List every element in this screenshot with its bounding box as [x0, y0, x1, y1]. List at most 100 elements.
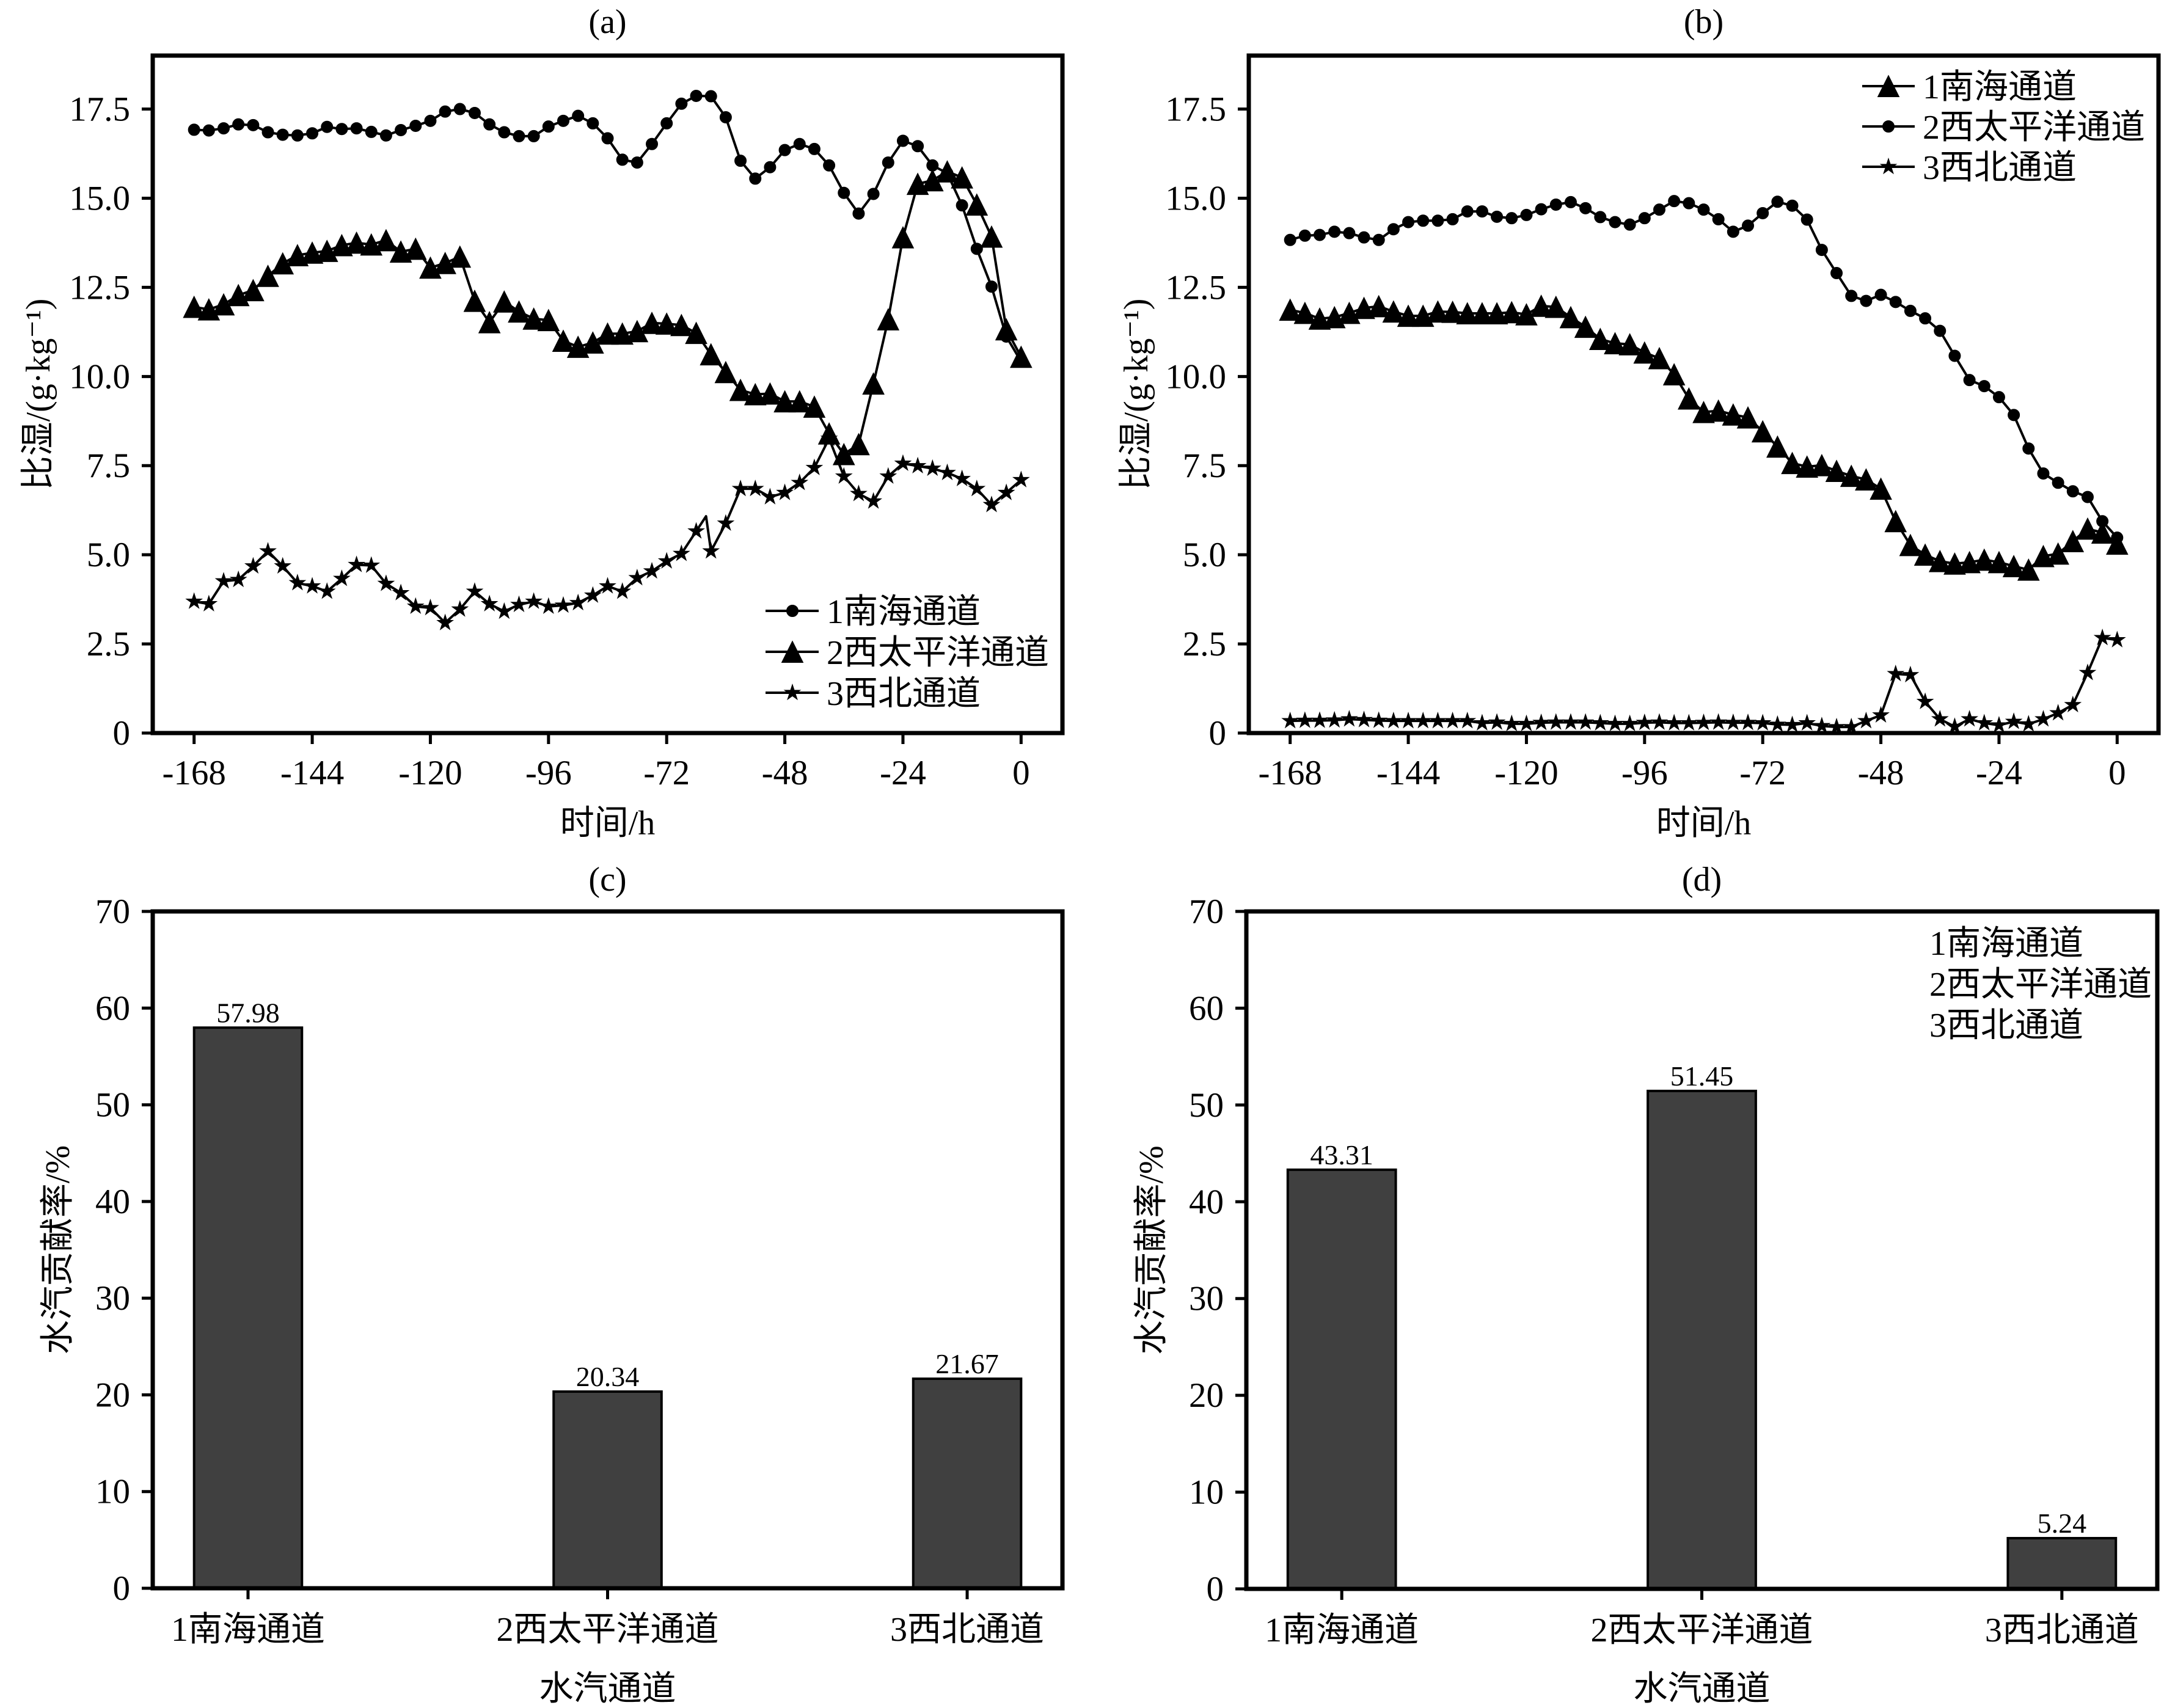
panel-d-ytick-label: 70 — [1189, 892, 1224, 931]
panel-a-xtick-label: -120 — [398, 754, 462, 792]
panel-a-series-3-point — [702, 542, 720, 559]
panel-a-series-2-point — [552, 329, 575, 352]
panel-b-ytick-label: 10.0 — [1165, 357, 1226, 396]
panel-b-series-2-point — [1314, 228, 1326, 241]
panel-a-series-1-point — [778, 144, 791, 156]
panel-b-legend-label: 1南海通道 — [1923, 68, 2077, 106]
panel-a-series-1-point — [261, 126, 274, 139]
panel-a-series-1-point — [232, 118, 245, 131]
panel-b-series-1-point — [1279, 298, 1301, 321]
panel-a-series-3-point — [894, 454, 912, 471]
panel-a-series-3-point — [1012, 470, 1030, 487]
panel-a-series-1-point — [587, 117, 599, 130]
panel-a-series-3-point — [244, 557, 262, 574]
panel-b-series-3-point — [1296, 711, 1314, 728]
panel-a-series-2-point — [847, 432, 870, 456]
panel-b-series-2-point — [1461, 205, 1474, 218]
panel-b-series-1-point — [1648, 346, 1671, 370]
panel-b-series-2-point — [1564, 195, 1577, 208]
panel-a-series-2-point — [877, 308, 900, 330]
panel-a-series-1-point — [291, 129, 304, 142]
panel-a-series-3-point — [583, 586, 602, 603]
panel-b-series-1-point — [1766, 435, 1789, 458]
panel-a-series-3-point — [628, 568, 646, 586]
panel-a-series-2-point — [492, 290, 516, 313]
panel-a-legend-item: 3西北通道 — [766, 675, 981, 713]
panel-a-ytick-label: 0 — [113, 714, 131, 753]
panel-b-x-axis-label: 时间/h — [1656, 805, 1752, 842]
panel-b-series-2-point — [1358, 231, 1370, 244]
panel-c-y-axis-label: 水汽贡献率/% — [39, 1145, 77, 1354]
panel-b-series-2-point — [1934, 324, 1947, 337]
panel-b-series-2-point — [1491, 210, 1504, 223]
panel-a-series-2-point — [729, 378, 752, 401]
panel-c-category-label: 3西北通道 — [890, 1611, 1044, 1649]
panel-b-series-3-point — [1827, 717, 1846, 735]
panel-b-axes-frame — [1246, 53, 2161, 735]
panel-b-series-1-point — [1530, 294, 1552, 317]
panel-c-bar — [192, 1026, 304, 1589]
panel-a-series-2-point — [700, 343, 723, 366]
panel-a-series-3-point — [451, 600, 469, 617]
panel-b-ytick-label: 7.5 — [1183, 447, 1226, 485]
panel-c-category-label: 1南海通道 — [171, 1611, 325, 1649]
panel-b-series-1-point — [1810, 454, 1833, 476]
panel-a-series-2-point — [315, 239, 338, 262]
panel-b-series-1-point — [1293, 301, 1317, 324]
panel-b-series-1-point — [1781, 451, 1804, 475]
panel-a-series-3-point — [348, 555, 365, 572]
panel-a-series-1-point — [896, 134, 909, 147]
panel-d-plot-area: 43.31 51.45 5.24 — [1286, 1060, 2118, 1590]
panel-b-ytick-label: 12.5 — [1165, 268, 1226, 307]
panel-a-series-3-point — [731, 480, 750, 497]
panel-c-ytick-label: 70 — [95, 892, 130, 931]
panel-a-series-3-point — [717, 514, 735, 531]
panel-b-series-1-point — [1678, 387, 1700, 410]
panel-b-series-3-point — [2064, 695, 2082, 713]
panel-a-series-3-point — [835, 467, 853, 484]
panel-b-series-3-point — [1946, 717, 1964, 734]
panel-b-series-1-point — [1471, 302, 1494, 325]
panel-a-series-3-point — [791, 473, 809, 491]
panel-a-series-1-point — [852, 207, 865, 220]
panel-b-series-2-point — [1446, 213, 1459, 225]
panel-b-series-3-point — [1990, 716, 2008, 733]
panel-a-series-1-point — [764, 161, 777, 173]
panel-a-series-2-point — [803, 395, 826, 418]
panel-a-series-1-point — [970, 243, 983, 255]
panel-a-series-1-point — [660, 117, 673, 130]
panel-a-series-2-point — [596, 322, 619, 345]
panel-a-series-2-point — [301, 241, 324, 264]
panel-d-bar — [1286, 1168, 1397, 1590]
panel-b-series-3-point — [1606, 714, 1624, 732]
panel-c-category-label: 2西太平洋通道 — [497, 1611, 719, 1649]
panel-b-series-1-point — [1825, 459, 1848, 482]
panel-b-series-1-point — [1353, 296, 1375, 319]
legend-circle-marker-icon — [1882, 120, 1895, 133]
panel-b-series-3-point — [1857, 712, 1875, 729]
panel-b-series-3-point — [1709, 713, 1728, 730]
panel-b-series-3-point — [1783, 715, 1801, 732]
panel-c-title: (c) — [588, 861, 626, 899]
legend-star-marker-icon — [783, 683, 802, 701]
panel-b-series-3-point — [1384, 712, 1403, 729]
panel-b-series-1-point — [1427, 300, 1449, 323]
panel-a-series-3-point — [525, 592, 543, 609]
panel-b-series-1-point — [1707, 399, 1730, 422]
panel-a-series-1-point — [202, 124, 215, 137]
panel-a-legend-label: 2西太平洋通道 — [827, 634, 1049, 672]
panel-b-legend-item: 1南海通道 — [1862, 68, 2077, 106]
panel-d-ytick-label: 50 — [1189, 1086, 1224, 1125]
panel-a-series-2-point — [537, 308, 560, 332]
panel-a-series-2-point — [685, 321, 707, 345]
panel-a-ytick-label: 10.0 — [69, 357, 130, 396]
panel-b-series-1-point — [1456, 302, 1479, 325]
panel-a-series-3-point — [865, 492, 882, 509]
panel-b-series-2-point — [1712, 213, 1725, 225]
panel-b-series-2-point — [1889, 296, 1902, 308]
panel-a-specific-humidity-chart: (a) 时间/h 比湿/(g·kg⁻¹) 0 2.5 5.0 7.5 10.0 12.5 1… — [20, 3, 1065, 842]
panel-b-series-2-point — [2066, 485, 2079, 498]
panel-b-series-3-point — [1887, 664, 1905, 682]
